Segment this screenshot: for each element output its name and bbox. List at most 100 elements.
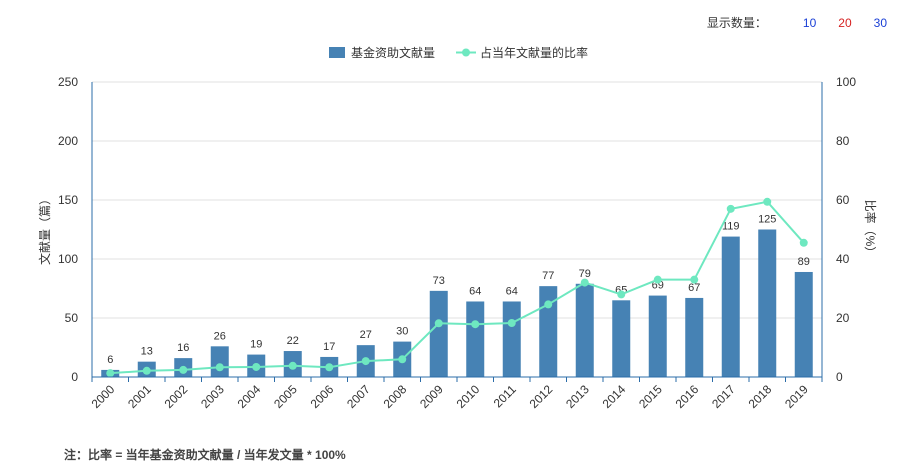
bar[interactable] bbox=[210, 346, 229, 377]
bar[interactable] bbox=[721, 236, 740, 377]
x-tick-label: 2004 bbox=[235, 382, 264, 411]
x-tick-label: 2010 bbox=[454, 382, 483, 411]
x-tick-label: 2014 bbox=[600, 382, 629, 411]
y2-tick-label: 80 bbox=[836, 134, 850, 148]
funding-chart: 基金资助文献量 占当年文献量的比率 文献量（篇） 比率（%） 6 13 16 26 19… bbox=[37, 45, 878, 411]
bar-value-label: 26 bbox=[214, 330, 226, 342]
bar[interactable] bbox=[575, 283, 594, 377]
y-axis-title: 文献量（篇） bbox=[37, 193, 52, 265]
x-tick-label: 2009 bbox=[417, 382, 446, 411]
ratio-point[interactable] bbox=[799, 238, 808, 247]
x-tick-label: 2013 bbox=[563, 382, 592, 411]
legend-label-line[interactable]: 占当年文献量的比率 bbox=[480, 45, 588, 60]
bar-value-label: 89 bbox=[798, 256, 810, 268]
x-tick-label: 2008 bbox=[381, 382, 410, 411]
x-tick-label: 2000 bbox=[89, 382, 118, 411]
y2-tick-label: 40 bbox=[836, 252, 850, 266]
x-tick-label: 2003 bbox=[198, 382, 227, 411]
y2-tick-label: 20 bbox=[836, 311, 850, 325]
bar-value-label: 16 bbox=[177, 342, 189, 354]
bar[interactable] bbox=[794, 271, 813, 377]
bar-value-label: 125 bbox=[758, 214, 776, 226]
x-tick-label: 2005 bbox=[271, 382, 300, 411]
bar[interactable] bbox=[466, 301, 485, 377]
bar[interactable] bbox=[648, 295, 667, 377]
bar-value-label: 67 bbox=[688, 282, 700, 294]
y2-axis-title: 比率（%） bbox=[863, 200, 878, 259]
bar-value-label: 69 bbox=[652, 280, 664, 292]
y2-tick-label: 0 bbox=[836, 370, 843, 384]
y-tick-label: 200 bbox=[58, 134, 78, 148]
y-tick-label: 0 bbox=[71, 370, 78, 384]
legend: 基金资助文献量 占当年文献量的比率 bbox=[329, 45, 588, 60]
bar-value-label: 73 bbox=[433, 275, 445, 287]
ratio-point[interactable] bbox=[471, 320, 480, 329]
x-tick-label: 2016 bbox=[673, 382, 702, 411]
bar[interactable] bbox=[758, 229, 777, 378]
count-option-10[interactable]: 10 bbox=[802, 15, 817, 30]
y2-tick-label: 100 bbox=[836, 75, 856, 89]
y-tick-label: 100 bbox=[58, 252, 78, 266]
bar-value-label: 17 bbox=[323, 341, 335, 353]
x-tick-label: 2006 bbox=[308, 382, 337, 411]
bar[interactable] bbox=[429, 290, 448, 377]
ratio-point[interactable] bbox=[142, 366, 151, 375]
ratio-point[interactable] bbox=[763, 197, 772, 206]
ratio-line bbox=[110, 200, 805, 375]
bar-value-label: 64 bbox=[506, 285, 518, 297]
bar-value-label: 22 bbox=[287, 335, 299, 347]
x-tick-label: 2019 bbox=[782, 382, 811, 411]
x-tick-label: 2001 bbox=[125, 382, 154, 411]
ratio-point[interactable] bbox=[106, 369, 115, 378]
ratio-point[interactable] bbox=[580, 278, 589, 287]
x-tick-label: 2017 bbox=[709, 382, 738, 411]
ratio-point[interactable] bbox=[653, 275, 662, 284]
ratio-point[interactable] bbox=[252, 362, 261, 371]
bar-value-label: 119 bbox=[722, 221, 740, 233]
bar-value-label: 30 bbox=[396, 326, 408, 338]
x-tick-label: 2012 bbox=[527, 382, 556, 411]
legend-label-bar[interactable]: 基金资助文献量 bbox=[351, 45, 435, 60]
bar[interactable] bbox=[612, 300, 631, 377]
ratio-point[interactable] bbox=[361, 357, 370, 366]
bar-series bbox=[101, 229, 813, 378]
footnote: 注：比率 = 当年基金资助文献量 / 当年发文量 * 100% bbox=[64, 448, 346, 462]
count-option-20[interactable]: 20 bbox=[838, 15, 852, 30]
bar-value-label: 77 bbox=[542, 270, 554, 282]
x-tick-label: 2011 bbox=[491, 382, 519, 410]
x-tick-label: 2002 bbox=[162, 382, 191, 411]
legend-swatch-bar[interactable] bbox=[329, 47, 345, 58]
bar[interactable] bbox=[539, 286, 558, 377]
y2-tick-label: 60 bbox=[836, 193, 850, 207]
ratio-point[interactable] bbox=[179, 365, 188, 374]
display-count-selector: 显示数量： 10 20 30 bbox=[707, 14, 887, 31]
gridlines bbox=[92, 81, 822, 378]
ratio-point[interactable] bbox=[215, 363, 224, 372]
bar-value-label: 13 bbox=[141, 346, 153, 358]
bar-value-label: 27 bbox=[360, 329, 372, 341]
y-tick-label: 50 bbox=[65, 311, 79, 325]
ratio-point[interactable] bbox=[690, 275, 699, 284]
bar[interactable] bbox=[502, 301, 521, 377]
bar-value-label: 64 bbox=[469, 285, 481, 297]
ratio-point[interactable] bbox=[434, 319, 443, 328]
x-tick-label: 2018 bbox=[746, 382, 775, 411]
y-tick-label: 250 bbox=[58, 75, 78, 89]
ratio-point[interactable] bbox=[398, 355, 407, 364]
chart-container: 基金资助文献量 占当年文献量的比率 文献量（篇） 比率（%） 6 13 16 26 19… bbox=[37, 45, 878, 411]
ratio-point[interactable] bbox=[507, 319, 516, 328]
ratio-point[interactable] bbox=[617, 290, 626, 299]
ratio-point[interactable] bbox=[288, 361, 297, 370]
bar-value-label: 19 bbox=[250, 339, 262, 351]
x-tick-label: 2007 bbox=[344, 382, 373, 411]
ratio-point[interactable] bbox=[544, 300, 553, 309]
bar[interactable] bbox=[685, 297, 704, 377]
line-series bbox=[106, 197, 808, 378]
count-option-30[interactable]: 30 bbox=[873, 15, 887, 30]
ratio-point[interactable] bbox=[325, 363, 334, 372]
display-count-label: 显示数量： bbox=[706, 16, 767, 30]
y-tick-label: 150 bbox=[58, 193, 78, 207]
bar-value-label: 6 bbox=[107, 354, 113, 366]
ratio-point[interactable] bbox=[726, 204, 735, 213]
